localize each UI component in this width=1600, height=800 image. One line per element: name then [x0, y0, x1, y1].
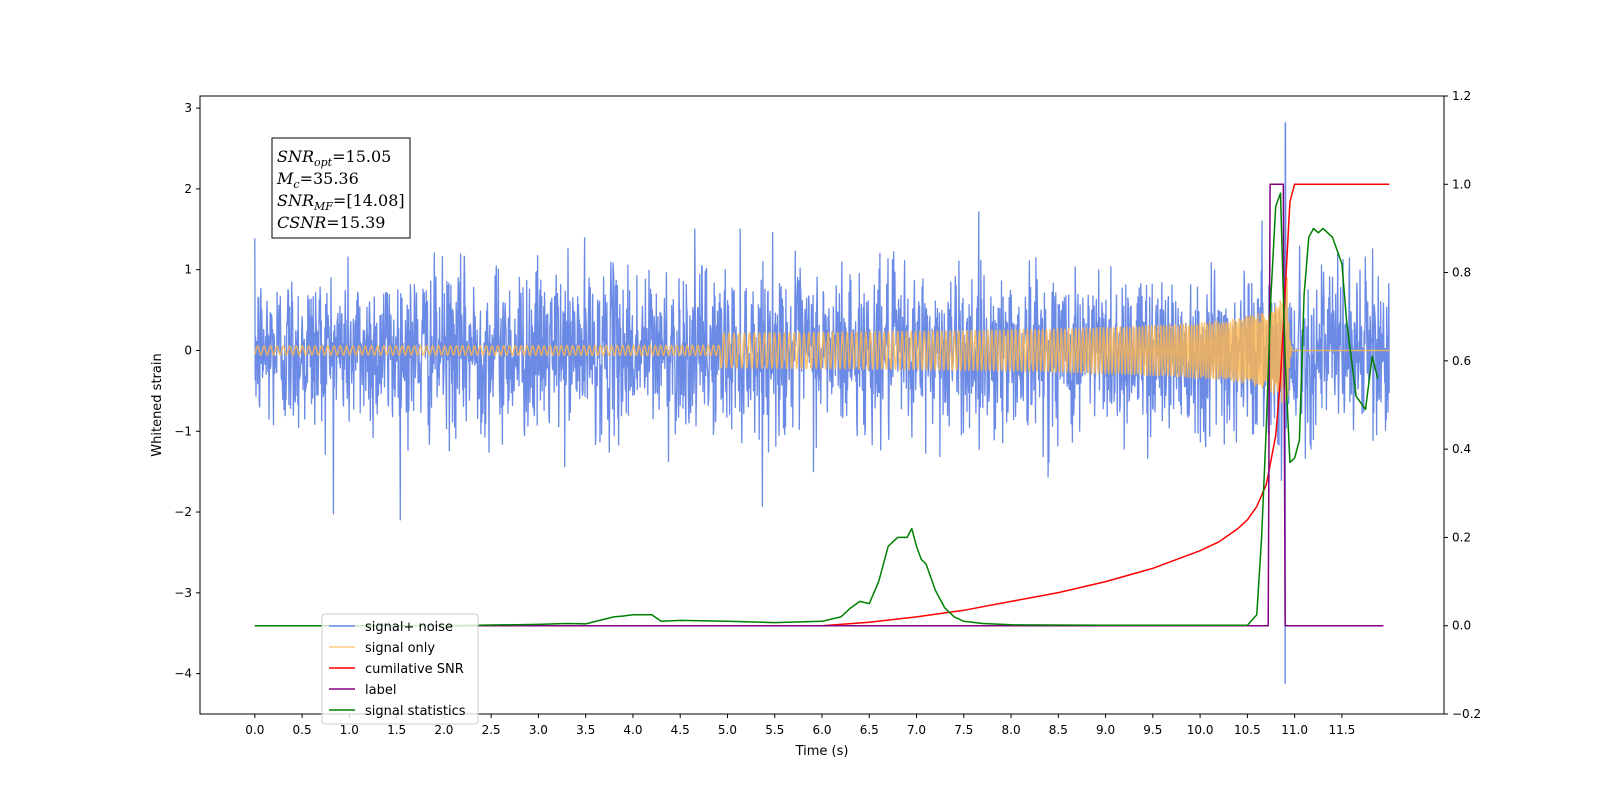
x-tick-label: 9.5: [1143, 723, 1162, 737]
y-right-tick-label: 1.0: [1452, 177, 1471, 191]
y-left-tick-label: 0: [184, 343, 192, 357]
y-right-tick-label: 0.4: [1452, 442, 1471, 456]
x-tick-label: 5.0: [718, 723, 737, 737]
y-left-tick-label: 3: [184, 101, 192, 115]
y-axis-left-label: Whitened strain: [150, 353, 165, 456]
x-tick-label: 10.5: [1234, 723, 1261, 737]
y-axis-left: 3 2 1 0 −1 −2 −3 −4: [174, 101, 200, 681]
y-left-tick-label: −4: [174, 667, 192, 681]
y-left-tick-label: −2: [174, 505, 192, 519]
annotation-line: SNRopt=15.05: [277, 147, 391, 169]
metrics-annotation: SNRopt=15.05Mc=35.36SNRMF=[14.08]CSNR=15…: [271, 137, 411, 239]
legend-entry-label: signal statistics: [365, 704, 466, 719]
series-line-4: [254, 192, 1379, 627]
legend-entry-label: cumilative SNR: [365, 662, 464, 677]
annotation-line: SNRMF=[14.08]: [277, 191, 405, 213]
x-tick-label: 0.5: [293, 723, 312, 737]
series-layer: [254, 122, 1390, 684]
annotation-line: Mc=35.36: [276, 169, 359, 191]
y-left-tick-label: −1: [174, 424, 192, 438]
x-tick-label: 8.0: [1002, 723, 1021, 737]
x-tick-label: 7.5: [954, 723, 973, 737]
y-right-tick-label: 0.8: [1452, 266, 1471, 280]
y-left-tick-label: 1: [184, 263, 192, 277]
x-tick-label: 7.0: [907, 723, 926, 737]
x-tick-label: 6.0: [812, 723, 831, 737]
x-tick-label: 2.5: [482, 723, 501, 737]
x-tick-label: 10.0: [1187, 723, 1214, 737]
x-tick-label: 4.0: [623, 723, 642, 737]
x-tick-label: 6.5: [860, 723, 879, 737]
x-tick-label: 3.5: [576, 723, 595, 737]
legend-entry-label: signal only: [365, 641, 435, 656]
x-axis-label: Time (s): [795, 744, 849, 759]
annotation-line: CSNR=15.39: [277, 213, 385, 232]
y-axis-right: 1.2 1.0 0.8 0.6 0.4 0.2 0.0 −0.2: [1444, 89, 1481, 721]
legend-box: [321, 613, 479, 725]
x-axis: 0.0 0.5 1.0 1.5 2.0 2.5 3.0 3.5 4.0 4.5 5.0 5.5 6.0 6…: [245, 714, 1355, 737]
x-tick-label: 11.5: [1329, 723, 1356, 737]
x-tick-label: 8.5: [1049, 723, 1068, 737]
y-right-tick-label: 1.2: [1452, 89, 1471, 103]
x-tick-label: 4.5: [671, 723, 690, 737]
y-right-tick-label: 0.2: [1452, 530, 1471, 544]
x-tick-label: 3.0: [529, 723, 548, 737]
y-right-tick-label: 0.6: [1452, 354, 1471, 368]
legend: signal+ noise signal only cumilative SNR la…: [321, 613, 479, 725]
x-tick-label: 5.5: [765, 723, 784, 737]
legend-entry-label: signal+ noise: [365, 620, 453, 635]
y-left-tick-label: −3: [174, 586, 192, 600]
legend-entry-label: label: [365, 683, 396, 698]
x-tick-label: 11.0: [1281, 723, 1308, 737]
x-tick-label: 1.5: [387, 723, 406, 737]
series-line-1: [254, 277, 1390, 403]
annotation-box: [271, 137, 411, 239]
x-tick-label: 1.0: [340, 723, 359, 737]
y-right-tick-label: 0.0: [1452, 619, 1471, 633]
x-tick-label: 9.0: [1096, 723, 1115, 737]
x-tick-label: 2.0: [434, 723, 453, 737]
y-left-tick-label: 2: [184, 182, 192, 196]
x-tick-label: 0.0: [245, 723, 264, 737]
y-right-tick-label: −0.2: [1452, 707, 1481, 721]
